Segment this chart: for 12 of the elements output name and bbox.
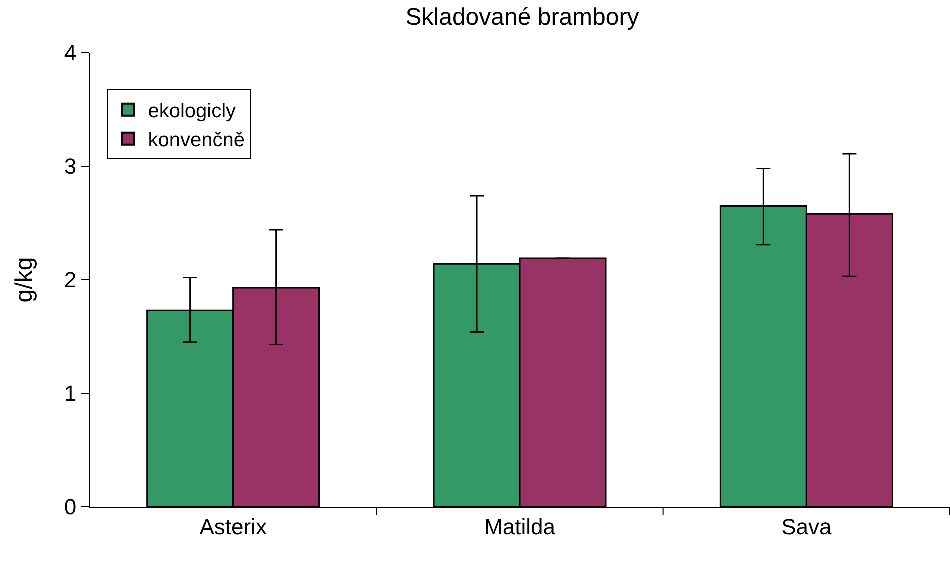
y-tick-label: 4 xyxy=(64,40,77,66)
y-tick-label: 3 xyxy=(64,154,77,180)
legend-label: konvenčně xyxy=(148,130,245,152)
legend-label: ekologicly xyxy=(148,100,236,123)
y-tick-label: 2 xyxy=(64,268,77,293)
y-tick-label: 1 xyxy=(64,381,77,406)
y-tick-label: 0 xyxy=(64,494,77,520)
chart-title: Skladované brambory xyxy=(406,4,640,32)
x-tick-label: Sava xyxy=(782,514,832,540)
x-tick-label: Matilda xyxy=(484,514,556,540)
y-axis-title: g/kg xyxy=(11,257,38,303)
x-tick-label: Asterix xyxy=(200,514,267,540)
